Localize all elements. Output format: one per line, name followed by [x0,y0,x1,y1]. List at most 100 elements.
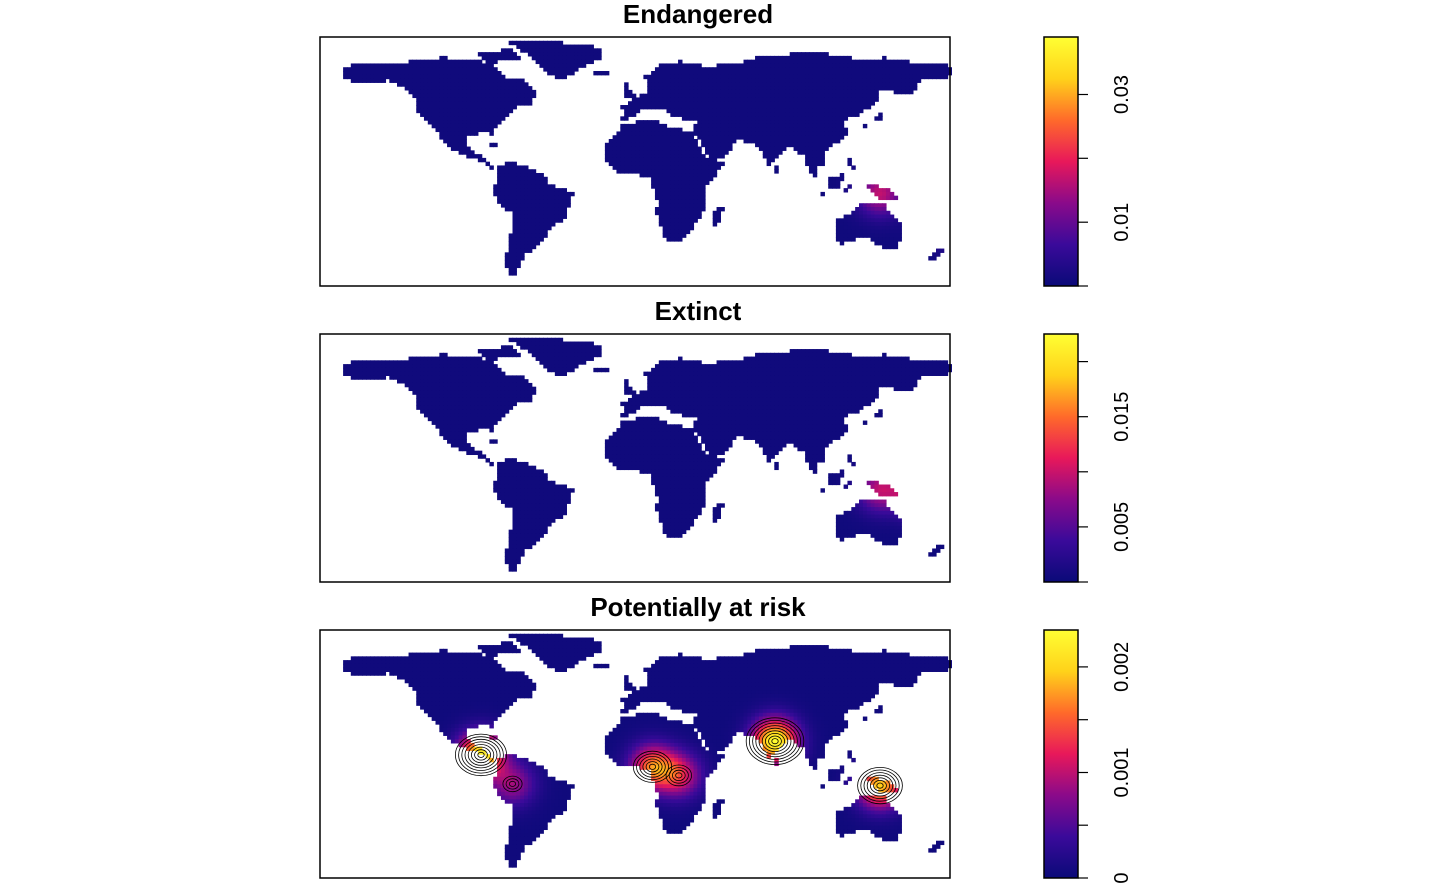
map-cell [793,135,798,140]
map-cell [470,82,475,87]
map-cell [654,105,660,110]
map-cell [377,364,383,369]
map-cell [431,120,437,125]
map-cell [758,105,764,110]
map-cell [439,116,444,121]
map-cell [889,82,895,87]
map-cell [839,222,845,227]
map-cell [789,97,795,102]
map-cell [708,127,714,133]
map-cell [712,157,718,163]
map-cell [516,40,521,46]
map-cell [443,139,448,144]
map-cell [801,394,806,399]
map-cell [735,375,741,380]
map-cell [493,349,498,354]
map-cell [377,63,383,68]
map-cell [666,78,671,83]
map-cell [797,67,802,72]
map-cell [485,127,490,133]
map-cell [497,176,502,182]
map-cell [370,71,375,76]
map-cell [628,89,633,95]
map-cell [739,375,745,380]
map-cell [770,356,775,361]
map-cell [516,233,521,238]
map-cell [447,386,452,392]
map-cell [462,379,467,384]
map-cell [751,371,756,376]
map-cell [412,86,417,91]
map-cell [400,78,406,83]
map-cell [516,89,521,95]
map-cell [481,105,487,110]
map-cell [739,360,745,365]
map-cell [654,67,660,72]
map-cell [762,364,768,369]
map-cell [824,375,829,380]
map-cell [566,71,571,76]
map-cell [508,267,514,272]
map-cell [462,108,467,114]
map-cell [874,237,879,242]
map-cell [697,71,702,76]
map-cell [824,67,829,72]
map-cell [901,375,906,380]
map-cell [878,356,883,361]
map-cell [712,161,718,167]
map-cell [658,146,664,151]
map-cell [708,161,714,167]
map-cell [654,97,660,102]
map-cell [824,131,829,136]
map-cell [520,48,525,53]
map-cell [708,386,714,392]
map-cell [708,409,714,414]
map-cell [828,105,833,110]
map-cell [916,367,922,373]
map-cell [739,86,745,91]
map-cell [674,173,679,178]
map-cell [485,116,490,121]
map-cell [651,142,656,148]
map-cell [766,74,772,80]
map-cell [932,67,937,72]
map-cell [516,237,521,242]
map-cell [851,108,856,114]
map-cell [520,97,525,102]
map-cell [785,127,791,133]
map-cell [828,364,833,369]
map-cell [443,71,448,76]
map-cell [477,93,483,99]
map-cell [816,360,822,365]
map-cell [654,184,660,189]
map-cell [539,48,544,53]
map-cell [500,352,506,358]
map-cell [808,93,814,99]
map-cell [905,360,910,365]
map-cell [720,82,725,87]
map-cell [358,364,363,369]
map-cell [620,154,625,159]
map-cell [654,367,660,373]
map-cell [701,82,706,87]
map-cell [443,127,448,133]
map-cell [435,356,440,361]
map-cell [678,371,683,376]
map-cell [450,371,456,376]
map-cell [701,131,706,136]
map-cell [435,59,440,65]
map-cell [847,184,852,189]
map-cell [539,44,544,49]
map-cell [678,233,683,238]
map-cell [789,356,795,361]
map-cell [570,345,575,350]
map-cell [816,97,822,102]
map-cell [724,97,729,102]
map-cell [558,367,564,373]
map-cell [658,195,664,201]
map-cell [816,139,822,144]
map-cell [785,394,791,399]
map-cell [805,78,810,83]
map-cell [639,127,644,133]
map-cell [500,108,506,114]
